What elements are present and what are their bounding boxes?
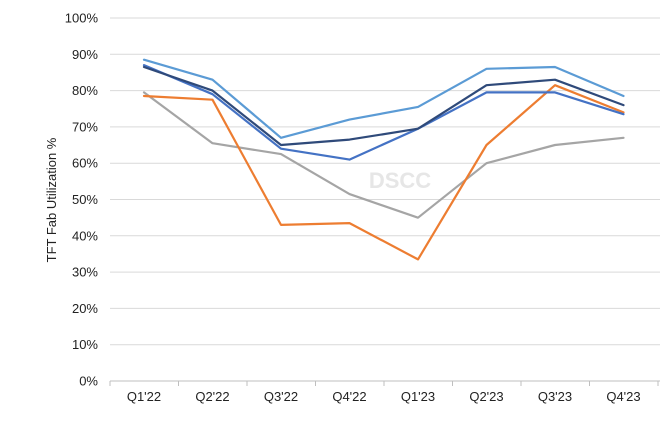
y-axis-title: TFT Fab Utilization % [44,137,59,262]
y-tick-label: 90% [72,47,98,62]
x-tick-label: Q4'22 [332,389,366,404]
y-tick-label: 40% [72,228,98,243]
series-line-4 [142,64,625,161]
y-axis-ticks: 0% 10% 20% 30% 40% 50% 60% 70% 80% 90% 100% [65,11,99,389]
x-tick-label: Q3'22 [264,389,298,404]
x-tick-label: Q2'22 [195,389,229,404]
series-line-1 [142,91,625,219]
y-tick-label: 30% [72,265,98,280]
y-tick-label: 100% [65,11,99,26]
x-tick-label: Q4'23 [606,389,640,404]
series-line-2 [142,84,625,261]
x-axis-ticks: Q1'22 Q2'22 Q3'22 Q4'22 Q1'23 Q2'23 Q3'23 Q4'23 [127,389,641,404]
x-tick-label: Q2'23 [469,389,503,404]
y-tick-label: 60% [72,156,98,171]
y-tick-label: 50% [72,192,98,207]
x-tick-label: Q1'23 [401,389,435,404]
y-tick-label: 0% [79,374,98,389]
y-tick-label: 70% [72,119,98,134]
series-line-3 [142,58,625,139]
gridlines [110,17,660,346]
x-tick-label: Q3'23 [538,389,572,404]
watermark-label: DSCC [369,168,431,193]
series-lines [142,58,625,261]
series-line-5 [142,65,625,147]
x-axis [109,380,660,386]
y-tick-label: 80% [72,83,98,98]
y-tick-label: 10% [72,337,98,352]
x-tick-label: Q1'22 [127,389,161,404]
y-tick-label: 20% [72,301,98,316]
